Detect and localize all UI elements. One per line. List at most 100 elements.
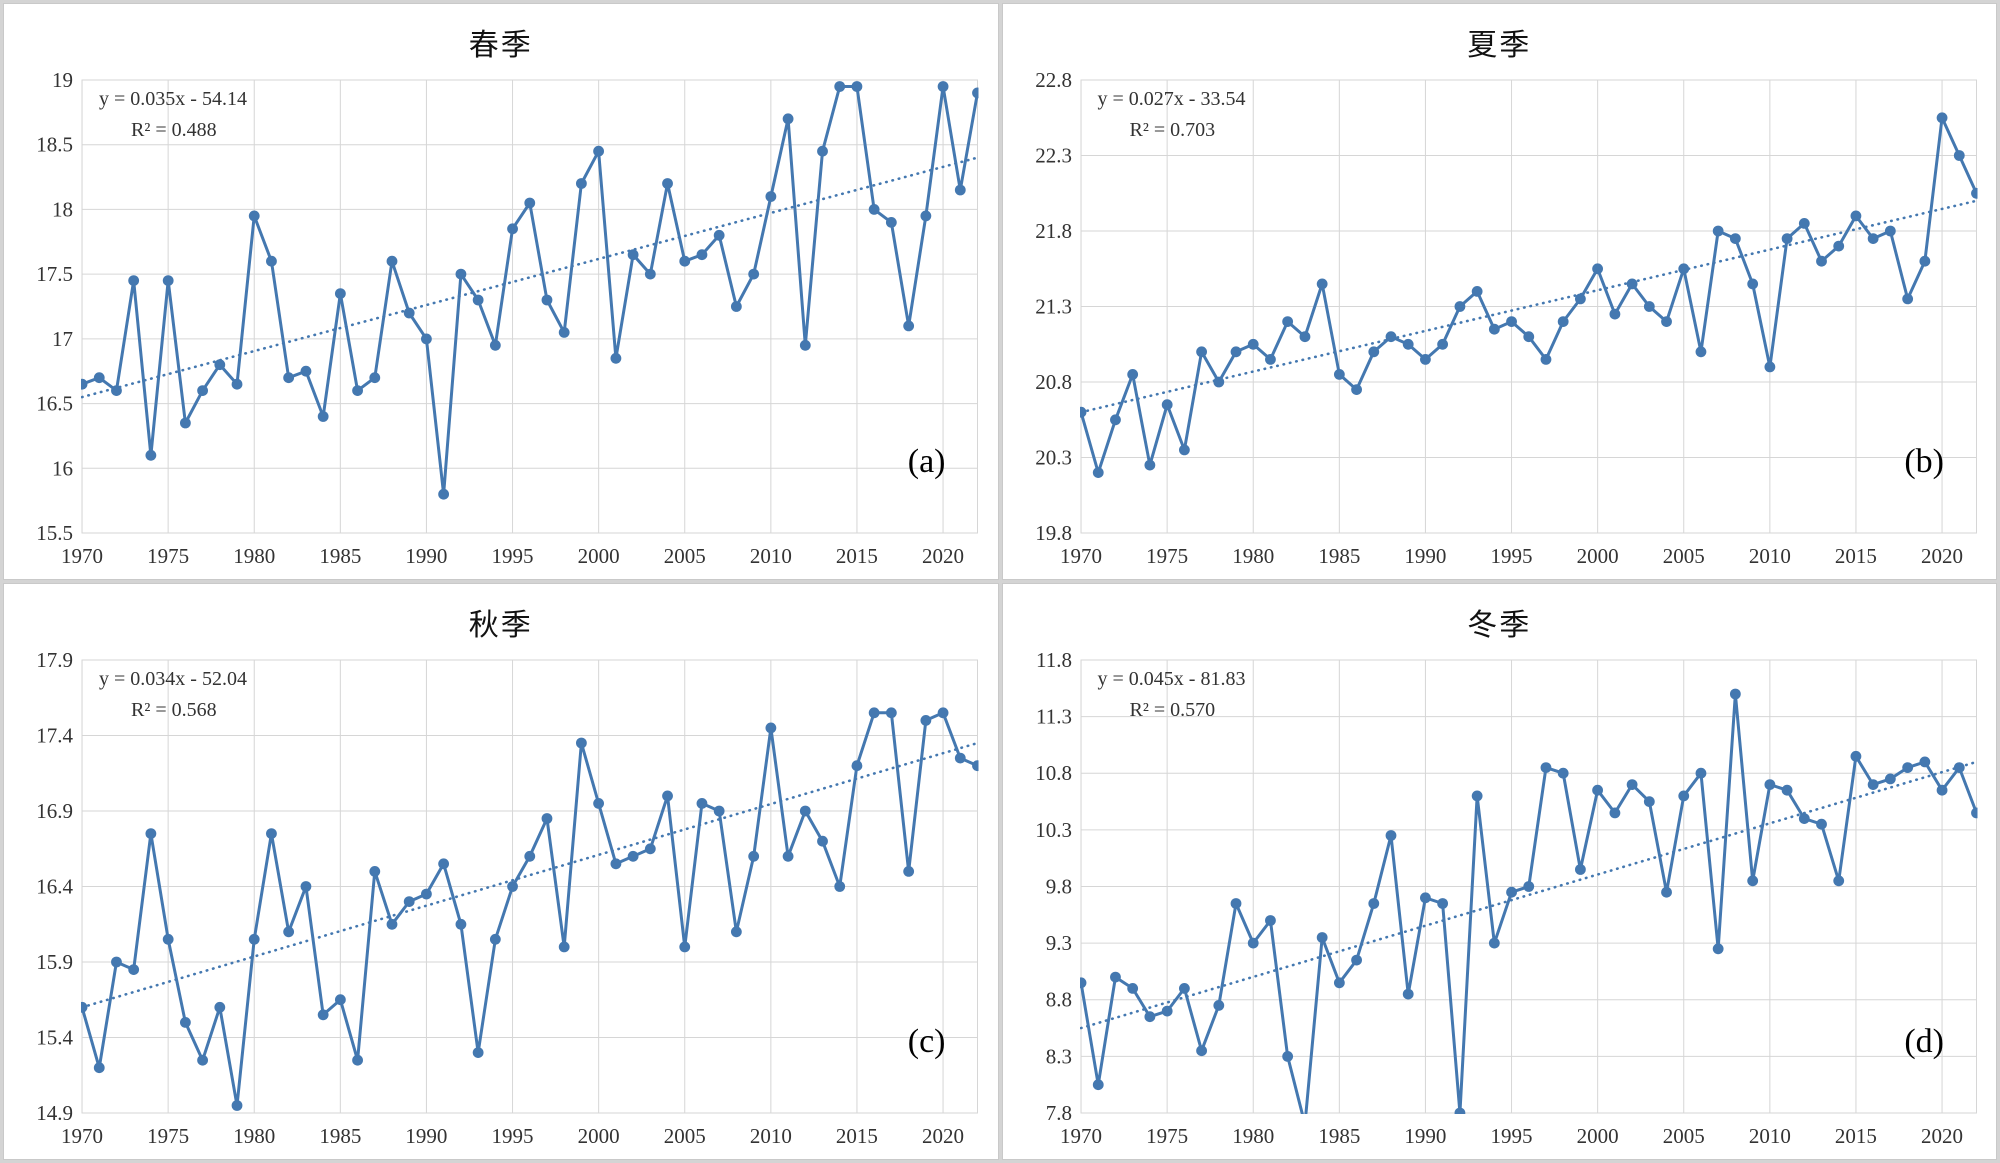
svg-text:2005: 2005	[664, 544, 706, 568]
svg-text:8.8: 8.8	[1045, 988, 1071, 1012]
svg-text:18.5: 18.5	[36, 133, 73, 157]
svg-text:1985: 1985	[319, 544, 361, 568]
svg-text:9.3: 9.3	[1045, 931, 1071, 955]
svg-text:21.3: 21.3	[1035, 295, 1072, 319]
svg-text:1995: 1995	[1490, 1124, 1532, 1148]
svg-text:1980: 1980	[1232, 1124, 1274, 1148]
svg-text:17: 17	[52, 327, 73, 351]
svg-text:20.8: 20.8	[1035, 370, 1072, 394]
r-squared-text: R² = 0.568	[131, 699, 217, 721]
svg-text:1980: 1980	[233, 544, 275, 568]
equation-text: y = 0.034x - 52.04	[99, 668, 247, 690]
svg-text:16.5: 16.5	[36, 392, 73, 416]
chart-title-autumn: 秋季	[468, 609, 533, 642]
equation-text: y = 0.045x - 81.83	[1097, 668, 1246, 690]
svg-text:8.3: 8.3	[1045, 1044, 1071, 1068]
svg-text:1975: 1975	[1146, 1124, 1188, 1148]
svg-text:2010: 2010	[1748, 1124, 1790, 1148]
chart-panel-spring: 春季 15.5 16 16.5 17 17.5 18 18.5 19 1970 1975 1980 1…	[3, 3, 999, 580]
panel-label-b: (b)	[1904, 443, 1944, 480]
chart-title-spring: 春季	[468, 29, 533, 62]
line-chart-spring: 15.5 16 16.5 17 17.5 18 18.5 19 1970 1975 1980 1985…	[36, 68, 979, 568]
svg-text:1975: 1975	[1146, 544, 1188, 568]
svg-text:2015: 2015	[1834, 1124, 1876, 1148]
chart-area-autumn: 14.9 15.4 15.9 16.4 16.9 17.4 17.9 1970 1975 1980…	[4, 646, 998, 1159]
chart-title-winter: 冬季	[1467, 609, 1532, 642]
equation-text: y = 0.027x - 33.54	[1097, 88, 1246, 110]
svg-text:2015: 2015	[836, 1124, 878, 1148]
panel-label-d: (d)	[1904, 1023, 1944, 1060]
svg-text:1975: 1975	[147, 544, 189, 568]
panel-label-c: (c)	[907, 1023, 946, 1060]
chart-area-winter: 7.8 8.3 8.8 9.3 9.8 10.3 10.8 11.3 11.8 1970 1975 1…	[1003, 646, 1997, 1159]
svg-text:2020: 2020	[1921, 544, 1963, 568]
svg-text:2000: 2000	[1576, 544, 1618, 568]
svg-text:2010: 2010	[750, 544, 792, 568]
svg-text:1990: 1990	[1404, 544, 1446, 568]
svg-text:20.3: 20.3	[1035, 446, 1072, 470]
svg-text:2000: 2000	[1576, 1124, 1618, 1148]
svg-text:7.8: 7.8	[1045, 1101, 1071, 1125]
line-chart-summer: 19.8 20.3 20.8 21.3 21.8 22.3 22.8 1970 1975 1980…	[1035, 68, 1977, 568]
svg-text:18: 18	[52, 197, 73, 221]
svg-text:22.3: 22.3	[1035, 144, 1072, 168]
svg-text:1970: 1970	[1060, 1124, 1102, 1148]
svg-text:1995: 1995	[492, 1124, 534, 1148]
svg-text:1970: 1970	[61, 544, 103, 568]
svg-text:1980: 1980	[1232, 544, 1274, 568]
svg-text:17.9: 17.9	[36, 648, 73, 672]
svg-text:2020: 2020	[922, 1124, 964, 1148]
trend-equation-winter: y = 0.045x - 81.83 R² = 0.570	[1098, 664, 1246, 726]
chart-panel-autumn: 秋季 14.9 15.4 15.9 16.4 16.9 17.4 17.9 1970 1975 1…	[3, 583, 999, 1160]
r-squared-text: R² = 0.703	[1129, 119, 1216, 141]
svg-text:2005: 2005	[1662, 544, 1704, 568]
svg-text:2000: 2000	[578, 1124, 620, 1148]
svg-text:15.5: 15.5	[36, 521, 73, 545]
panel-label-a: (a)	[907, 443, 946, 480]
chart-panel-winter: 冬季 7.8 8.3 8.8 9.3 9.8 10.3 10.8 11.3 11.8 1970 19…	[1001, 583, 1997, 1160]
chart-area-spring: 15.5 16 16.5 17 17.5 18 18.5 19 1970 1975 1980 1985…	[4, 66, 998, 579]
svg-text:10.8: 10.8	[1035, 761, 1072, 785]
svg-text:1990: 1990	[405, 544, 447, 568]
svg-text:21.8: 21.8	[1035, 219, 1072, 243]
svg-text:16.4: 16.4	[36, 875, 73, 899]
svg-text:16.9: 16.9	[36, 799, 73, 823]
svg-text:11.3: 11.3	[1036, 705, 1072, 729]
svg-text:2010: 2010	[750, 1124, 792, 1148]
svg-text:2005: 2005	[1662, 1124, 1704, 1148]
svg-text:11.8: 11.8	[1036, 648, 1072, 672]
chart-area-summer: 19.8 20.3 20.8 21.3 21.8 22.3 22.8 1970 1975 1980…	[1003, 66, 1997, 579]
svg-text:17.4: 17.4	[36, 724, 73, 748]
trend-equation-summer: y = 0.027x - 33.54 R² = 0.703	[1098, 84, 1246, 146]
svg-text:1990: 1990	[1404, 1124, 1446, 1148]
svg-text:1980: 1980	[233, 1124, 275, 1148]
svg-text:1985: 1985	[319, 1124, 361, 1148]
svg-text:1970: 1970	[61, 1124, 103, 1148]
svg-text:2010: 2010	[1748, 544, 1790, 568]
svg-text:1970: 1970	[1060, 544, 1102, 568]
svg-text:16: 16	[52, 456, 73, 480]
svg-text:19: 19	[52, 68, 73, 92]
svg-text:2015: 2015	[1834, 544, 1876, 568]
equation-text: y = 0.035x - 54.14	[99, 88, 247, 110]
line-chart-winter: 7.8 8.3 8.8 9.3 9.8 10.3 10.8 11.3 11.8 1970 1975 1…	[1035, 648, 1977, 1148]
svg-text:1995: 1995	[1490, 544, 1532, 568]
svg-text:2015: 2015	[836, 544, 878, 568]
svg-text:1995: 1995	[492, 544, 534, 568]
svg-text:1985: 1985	[1318, 544, 1360, 568]
chart-title-summer: 夏季	[1467, 29, 1532, 62]
svg-text:1990: 1990	[405, 1124, 447, 1148]
svg-text:15.4: 15.4	[36, 1026, 73, 1050]
svg-text:2020: 2020	[922, 544, 964, 568]
svg-text:2000: 2000	[578, 544, 620, 568]
line-chart-autumn: 14.9 15.4 15.9 16.4 16.9 17.4 17.9 1970 1975 1980…	[36, 648, 979, 1148]
r-squared-text: R² = 0.488	[131, 119, 217, 141]
r-squared-text: R² = 0.570	[1129, 699, 1216, 721]
svg-text:17.5: 17.5	[36, 262, 73, 286]
svg-text:1975: 1975	[147, 1124, 189, 1148]
svg-text:2005: 2005	[664, 1124, 706, 1148]
svg-text:22.8: 22.8	[1035, 68, 1072, 92]
svg-text:9.8: 9.8	[1045, 875, 1071, 899]
svg-text:19.8: 19.8	[1035, 521, 1072, 545]
